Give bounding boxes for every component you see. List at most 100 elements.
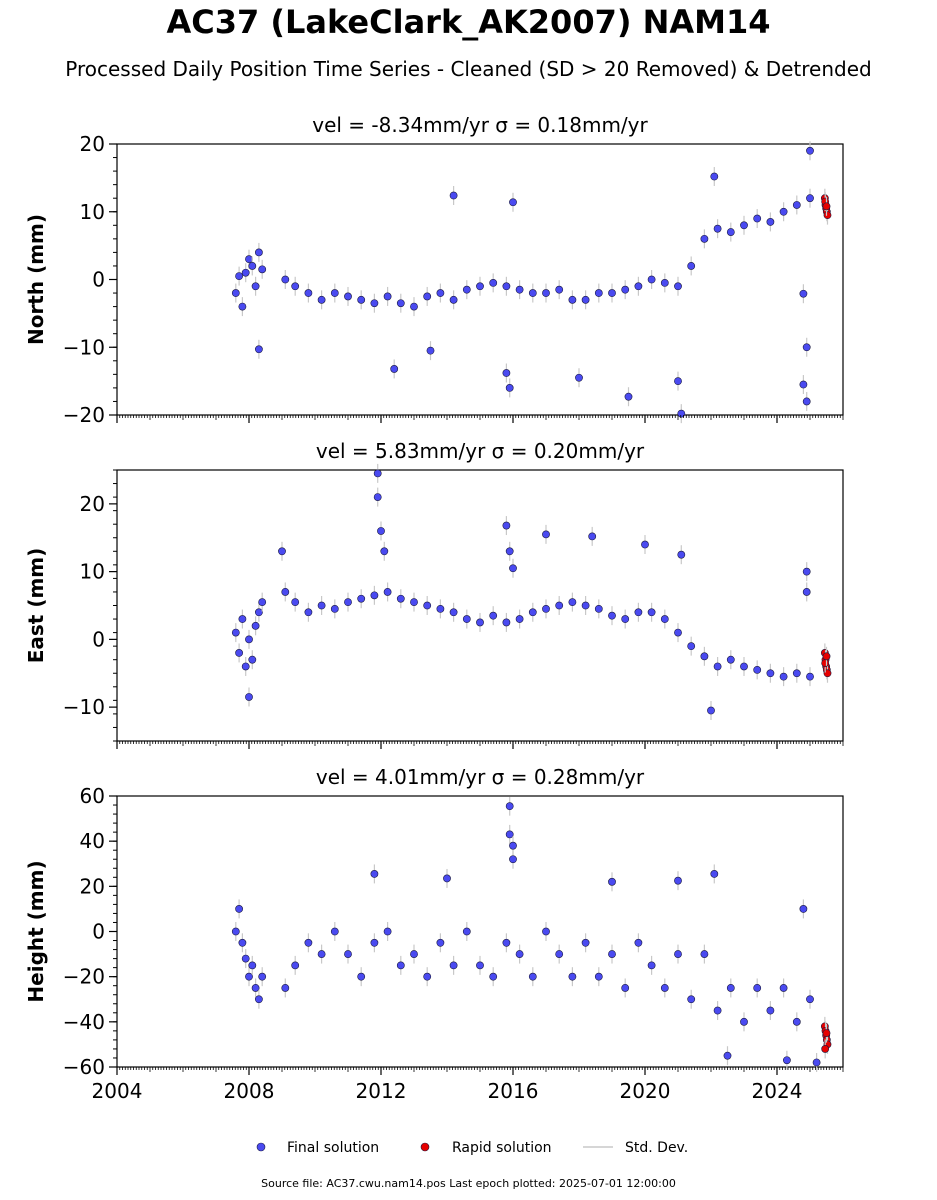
height-panel-title: vel = 4.01mm/yr σ = 0.28mm/yr <box>316 765 645 789</box>
east-final-point <box>528 608 537 617</box>
north-ytick-label: 0 <box>92 268 105 292</box>
height-final-point <box>674 950 682 958</box>
north-final-point <box>674 282 682 291</box>
height-rapid-point <box>822 1029 831 1038</box>
height-final-point <box>555 950 564 958</box>
north-final-point <box>502 282 511 291</box>
height-final-point <box>344 950 352 958</box>
north-final-point <box>357 295 366 304</box>
north-outlier-point <box>624 392 633 401</box>
north-outlier-point <box>505 383 514 392</box>
east-final-point <box>245 635 253 644</box>
north-data-layer <box>231 141 832 424</box>
north-final-point <box>462 285 471 294</box>
height-final-point <box>792 1017 801 1026</box>
east-final-point <box>383 588 392 596</box>
east-final-point <box>542 604 550 613</box>
east-final-point <box>489 611 498 620</box>
height-final-point <box>568 972 577 981</box>
east-rapid-point <box>821 659 830 667</box>
east-outlier-point <box>377 527 385 535</box>
east-final-point <box>304 608 313 617</box>
north-outlier-point <box>799 380 808 389</box>
north-final-point <box>410 302 418 311</box>
east-final-point <box>476 618 484 627</box>
north-final-point <box>235 272 243 281</box>
north-outlier-point <box>502 369 511 377</box>
north-final-point <box>254 248 263 257</box>
north-final-point <box>555 285 564 294</box>
height-ytick-label: −20 <box>63 965 105 989</box>
height-final-point <box>383 927 392 936</box>
north-final-point <box>608 289 616 297</box>
height-plot-area <box>116 795 844 1068</box>
height-ytick-label: 40 <box>80 829 105 853</box>
north-final-point <box>251 282 260 291</box>
height-xtick-label: 2008 <box>224 1079 275 1103</box>
north-final-point <box>528 289 537 297</box>
height-final-point <box>489 972 498 981</box>
east-outlier-point <box>245 693 253 701</box>
height-outlier-point <box>509 841 517 850</box>
east-final-point <box>555 601 564 610</box>
east-ytick-label: −10 <box>63 695 105 719</box>
north-final-point <box>647 275 656 284</box>
east-final-point <box>687 642 696 651</box>
panel-east: vel = 5.83mm/yr σ = 0.20mm/yr East (mm) −1… <box>24 439 844 749</box>
height-final-point <box>687 995 696 1004</box>
north-final-point <box>581 295 590 304</box>
north-final-point <box>621 285 630 294</box>
north-final-point <box>436 289 445 297</box>
north-outlier-point <box>710 172 719 181</box>
height-ytick-label: 20 <box>80 874 105 898</box>
north-final-point <box>568 295 577 304</box>
legend-std-label: Std. Dev. <box>625 1140 688 1156</box>
height-final-point <box>726 984 735 992</box>
east-data-layer <box>231 463 832 720</box>
height-ytick-label: −60 <box>63 1055 105 1079</box>
east-final-point <box>344 598 352 607</box>
east-final-point <box>634 608 643 617</box>
north-final-point <box>594 289 603 297</box>
east-final-point <box>254 608 263 617</box>
east-final-point <box>806 672 814 681</box>
height-outlier-point <box>443 874 451 883</box>
north-outlier-point <box>449 191 458 200</box>
east-outlier-point <box>505 547 514 556</box>
east-rapid-point <box>822 652 831 661</box>
north-final-point <box>792 201 801 209</box>
east-outlier-point <box>502 521 511 530</box>
east-final-point <box>515 615 524 623</box>
east-final-point <box>502 618 511 627</box>
height-outlier-point <box>812 1058 821 1067</box>
height-final-point <box>647 961 656 970</box>
east-outlier-point <box>802 588 811 596</box>
north-final-point <box>476 282 484 291</box>
height-final-point <box>281 984 290 992</box>
height-final-point <box>542 927 550 936</box>
east-final-point <box>396 594 405 603</box>
page-subtitle: Processed Daily Position Time Series - C… <box>65 57 872 81</box>
height-final-point <box>594 972 603 981</box>
height-outlier-point <box>723 1051 732 1060</box>
north-final-point <box>515 285 524 294</box>
east-outlier-point <box>707 706 715 715</box>
east-panel-title: vel = 5.83mm/yr σ = 0.20mm/yr <box>316 439 645 463</box>
north-final-point <box>713 224 722 233</box>
north-final-point <box>383 292 392 301</box>
height-final-point <box>245 972 253 981</box>
north-final-point <box>753 214 762 223</box>
east-final-point <box>713 662 722 671</box>
height-ytick-label: −40 <box>63 1010 105 1034</box>
east-final-point <box>753 665 762 674</box>
legend-rapid-label: Rapid solution <box>452 1140 552 1156</box>
height-final-point <box>410 950 418 958</box>
height-final-point <box>423 972 432 981</box>
north-outlier-point <box>390 365 399 373</box>
height-xtick-label: 2024 <box>752 1079 803 1103</box>
north-ytick-label: 10 <box>80 200 105 224</box>
east-final-point <box>647 608 656 617</box>
east-final-point <box>726 655 735 664</box>
height-final-point <box>462 927 471 936</box>
east-final-point <box>357 594 366 603</box>
